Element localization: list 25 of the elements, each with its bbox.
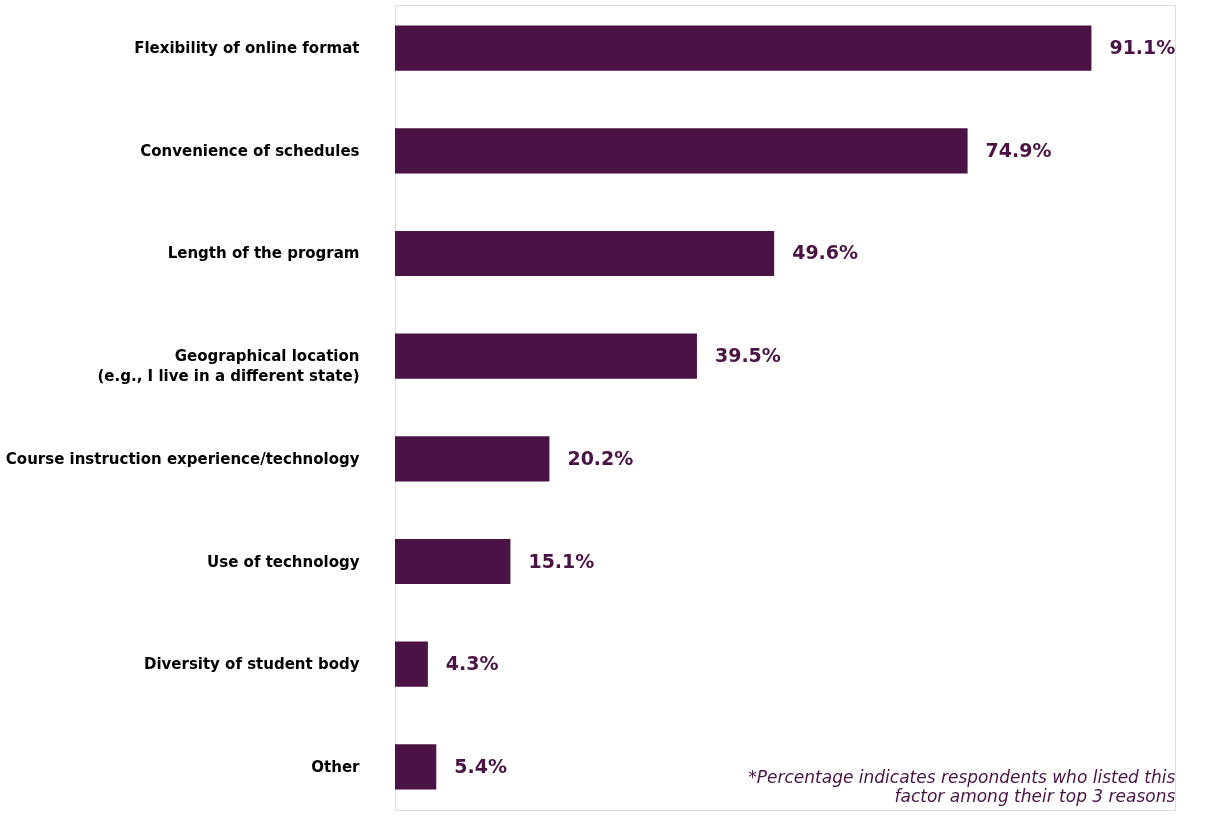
data-label: 20.2% (567, 446, 634, 469)
data-label: 91.1% (1109, 36, 1176, 59)
data-label: 15.1% (528, 549, 595, 572)
bar (395, 128, 968, 174)
data-label: 5.4% (454, 754, 507, 777)
bar (395, 436, 550, 482)
data-label: 4.3% (445, 652, 499, 675)
y-tick-label: Other (311, 757, 361, 776)
y-tick-label: Convenience of schedules (140, 141, 360, 160)
bar (395, 25, 1092, 71)
data-label: 39.5% (714, 344, 781, 367)
bar (395, 641, 428, 687)
y-tick-label: Geographical location (e.g., I live in a different state) (97, 347, 360, 386)
bar (395, 230, 775, 277)
data-label: 49.6% (792, 241, 859, 264)
y-tick-label: Flexibility of online format (134, 39, 360, 58)
y-tick-label: Use of technology (207, 552, 360, 571)
annotation: *Percentage indicates respondents who listed this factor among their top 3 reasons (748, 767, 1176, 806)
y-tick-label: Diversity of student body (143, 655, 360, 674)
data-label: 74.9% (985, 138, 1052, 161)
bar (395, 744, 437, 790)
bar (395, 333, 697, 379)
bar (395, 538, 511, 585)
y-tick-label: Length of the program (167, 244, 360, 263)
y-tick-label: Course instruction experience/technology (5, 449, 360, 468)
